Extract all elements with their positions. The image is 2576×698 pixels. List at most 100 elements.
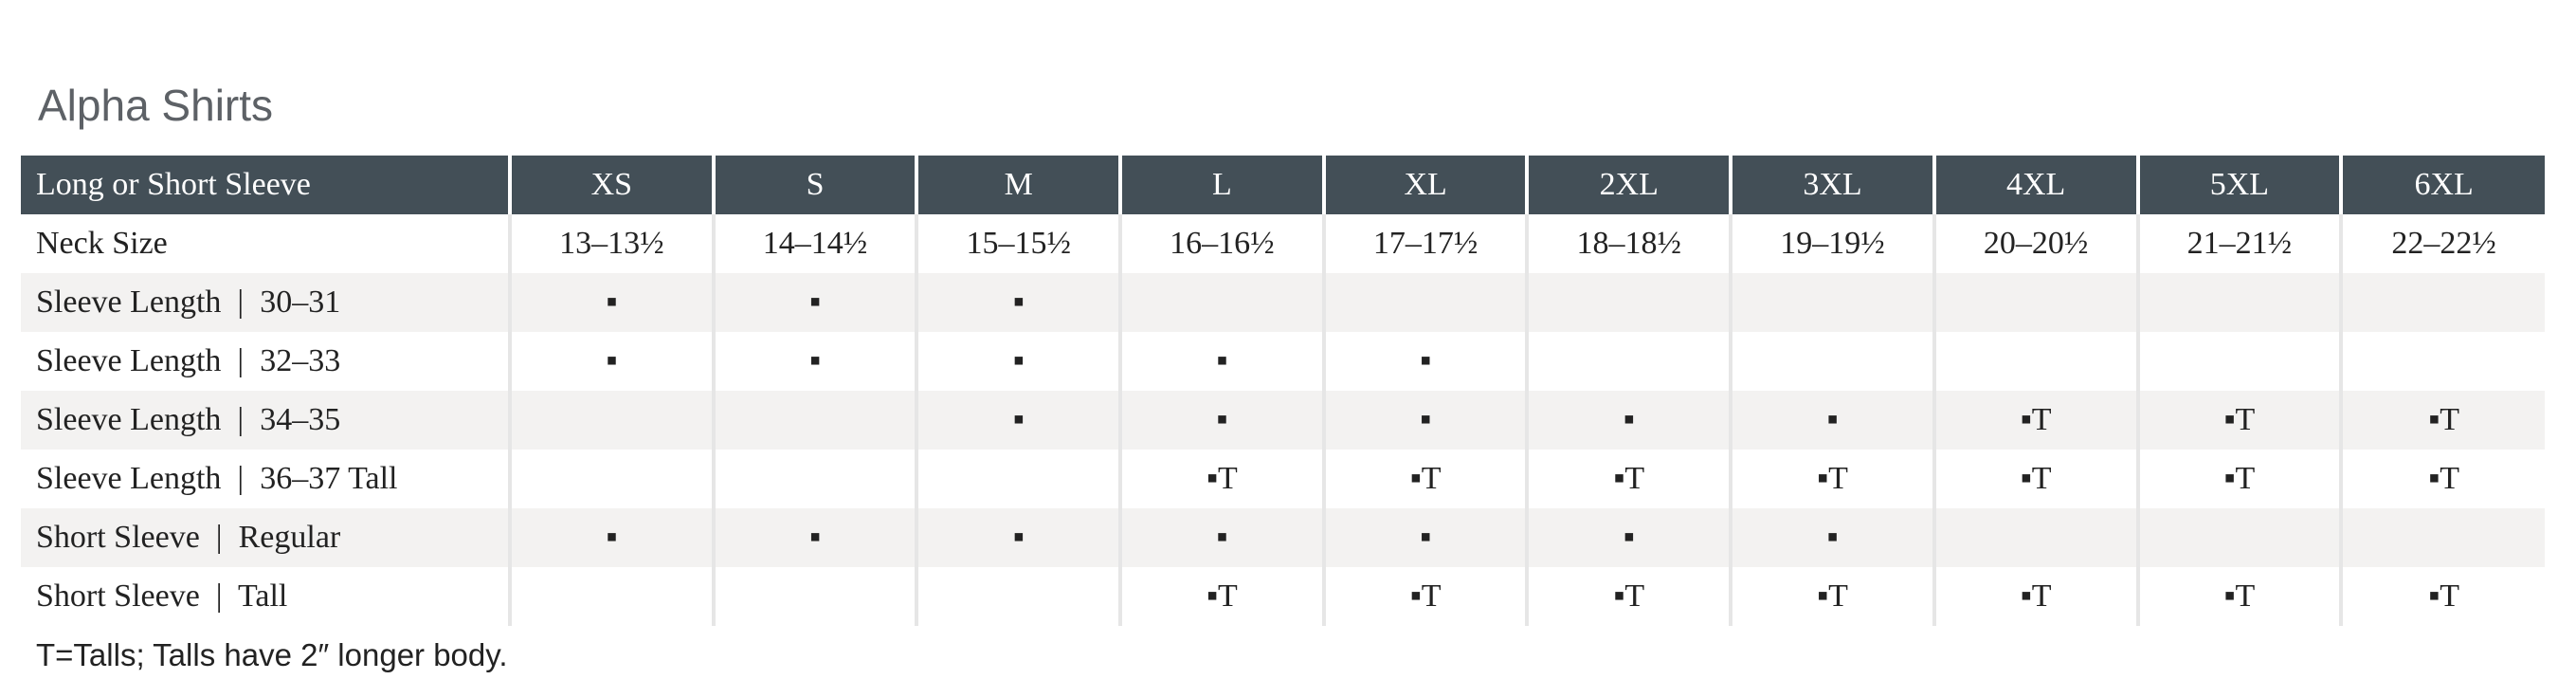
table-cell: ▪ [508, 332, 714, 391]
table-cell: ▪T [2339, 567, 2545, 626]
column-header-sleeve-type: Long or Short Sleeve [21, 156, 511, 214]
table-cell [711, 567, 917, 626]
table-cell: 14–14½ [711, 214, 917, 273]
table-cell [915, 450, 1121, 508]
table-cell: ▪ [915, 508, 1121, 567]
table-cell [2135, 332, 2342, 391]
column-header-size: 6XL [2339, 156, 2545, 214]
table-cell: ▪ [1525, 508, 1732, 567]
table-cell [1525, 332, 1732, 391]
table-cell: 18–18½ [1525, 214, 1732, 273]
table-cell: ▪T [2339, 391, 2545, 450]
table-cell: ▪T [2339, 450, 2545, 508]
row-label: Sleeve Length | 32–33 [36, 343, 341, 378]
table-cell: ▪ [915, 273, 1121, 332]
table-cell: ▪ [711, 332, 917, 391]
table-cell: ▪T [2135, 567, 2342, 626]
column-header-size: L [1118, 156, 1324, 214]
table-cell: 17–17½ [1321, 214, 1528, 273]
table-cell: ▪T [1118, 450, 1324, 508]
table-cell: ▪ [711, 508, 917, 567]
table-cell: 21–21½ [2135, 214, 2342, 273]
table-row: Short Sleeve | Tall ▪T ▪T ▪T ▪T ▪T ▪T ▪T [21, 567, 2545, 626]
table-cell [1321, 273, 1528, 332]
footnote: T=Talls; Talls have 2″ longer body. [36, 637, 508, 672]
table-cell [1932, 273, 2138, 332]
column-header-size: M [915, 156, 1121, 214]
column-header-size: XS [508, 156, 714, 214]
table-row: Sleeve Length | 36–37 Tall ▪T ▪T ▪T ▪T ▪T ▪T ▪T [21, 450, 2545, 508]
table-cell: 15–15½ [915, 214, 1121, 273]
row-label: Short Sleeve | Tall [36, 579, 288, 614]
table-cell [711, 391, 917, 450]
table-cell: ▪ [1321, 391, 1528, 450]
table-cell: ▪ [915, 332, 1121, 391]
table-cell: ▪ [1118, 391, 1324, 450]
table-row: Sleeve Length | 34–35 ▪ ▪ ▪ ▪ ▪ ▪T ▪T ▪T [21, 391, 2545, 450]
table-row: Sleeve Length | 32–33 ▪ ▪ ▪ ▪ ▪ [21, 332, 2545, 391]
table-cell: 19–19½ [1729, 214, 1934, 273]
table-cell [1118, 273, 1324, 332]
table-cell: ▪ [1525, 391, 1732, 450]
column-header-size: 2XL [1525, 156, 1732, 214]
table-cell: ▪T [1729, 567, 1934, 626]
table-cell [2339, 273, 2545, 332]
column-header-size: XL [1321, 156, 1528, 214]
column-header-size: S [711, 156, 917, 214]
table-cell [2339, 332, 2545, 391]
table-cell: ▪T [1932, 567, 2138, 626]
table-cell [1932, 508, 2138, 567]
table-cell: ▪T [1729, 450, 1934, 508]
row-label: Short Sleeve | Regular [21, 508, 511, 567]
table-row: Neck Size 13–13½ 14–14½ 15–15½ 16–16½ 17–17½ 1… [21, 214, 2545, 273]
table-cell: ▪ [711, 273, 917, 332]
table-row: Short Sleeve | Regular ▪ ▪ ▪ ▪ ▪ ▪ ▪ [21, 508, 2545, 567]
table-cell [1932, 332, 2138, 391]
table-cell: ▪T [2135, 450, 2342, 508]
table-cell: ▪ [508, 273, 714, 332]
table-cell [2135, 508, 2342, 567]
row-label: Sleeve Length | 34–35 [21, 391, 511, 450]
page-title: Alpha Shirts [38, 81, 274, 130]
table-cell: ▪T [1525, 450, 1732, 508]
table-body: Neck Size 13–13½ 14–14½ 15–15½ 16–16½ 17–17½ 1… [21, 214, 2545, 626]
table-cell: ▪T [1525, 567, 1732, 626]
table-cell [915, 567, 1121, 626]
table-cell [1729, 332, 1934, 391]
table-cell: 13–13½ [508, 214, 714, 273]
column-header-size: 3XL [1729, 156, 1934, 214]
table-cell [508, 450, 714, 508]
table-cell: 20–20½ [1932, 214, 2138, 273]
table-cell: ▪T [1321, 567, 1528, 626]
table-cell: ▪ [1118, 508, 1324, 567]
row-label: Neck Size [36, 226, 168, 261]
table-cell: 16–16½ [1118, 214, 1324, 273]
table-cell: ▪ [1729, 508, 1934, 567]
column-header-size: 4XL [1932, 156, 2138, 214]
table-cell [2135, 273, 2342, 332]
table-cell: ▪T [1118, 567, 1324, 626]
table-cell: ▪ [1321, 332, 1528, 391]
table-cell: ▪T [2135, 391, 2342, 450]
table-cell [2339, 508, 2545, 567]
table-cell: ▪T [1932, 450, 2138, 508]
row-label: Sleeve Length | 30–31 [21, 273, 511, 332]
table-cell [711, 450, 917, 508]
table-cell: ▪T [1321, 450, 1528, 508]
table-cell: ▪T [1932, 391, 2138, 450]
row-label: Sleeve Length | 36–37 Tall [36, 461, 398, 496]
table-cell: ▪ [508, 508, 714, 567]
table-cell: 22–22½ [2339, 214, 2545, 273]
table-cell [508, 391, 714, 450]
table-header-row: Long or Short Sleeve XS S M L XL 2XL 3XL 4XL 5XL… [21, 156, 2545, 214]
table-cell [1729, 273, 1934, 332]
table-cell [508, 567, 714, 626]
table-cell: ▪ [1321, 508, 1528, 567]
column-header-size: 5XL [2135, 156, 2342, 214]
table-cell: ▪ [915, 391, 1121, 450]
table-row: Sleeve Length | 30–31 ▪ ▪ ▪ [21, 273, 2545, 332]
size-chart-table: Long or Short Sleeve XS S M L XL 2XL 3XL 4XL 5XL… [21, 156, 2545, 626]
table-cell: ▪ [1118, 332, 1324, 391]
table-cell [1525, 273, 1732, 332]
table-cell: ▪ [1729, 391, 1934, 450]
